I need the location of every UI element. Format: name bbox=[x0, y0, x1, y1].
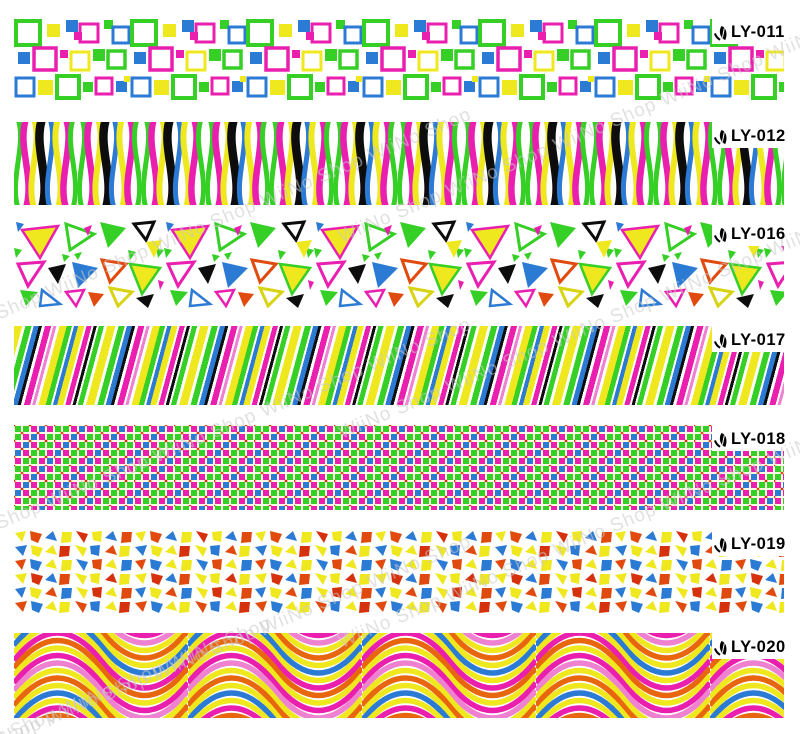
product-code-text: LY-017 bbox=[731, 331, 786, 349]
product-code-ly-019: LY-019 bbox=[714, 535, 786, 554]
product-code-ly-011: LY-011 bbox=[714, 23, 785, 42]
product-code-ly-017: LY-017 bbox=[714, 331, 786, 350]
sticker-strip-ly-020 bbox=[14, 633, 784, 718]
leaf-icon bbox=[714, 640, 727, 656]
sticker-strip-ly-016 bbox=[14, 220, 784, 308]
product-code-ly-020: LY-020 bbox=[714, 638, 786, 657]
sticker-strip-ly-012 bbox=[14, 122, 784, 205]
product-code-text: LY-018 bbox=[731, 430, 786, 448]
diagonal-stripes-pattern bbox=[14, 326, 784, 405]
product-code-ly-016: LY-016 bbox=[714, 225, 786, 244]
leaf-icon bbox=[714, 227, 727, 243]
sticker-strip-ly-011 bbox=[14, 18, 784, 105]
zebra-wave-pattern bbox=[14, 122, 784, 205]
leaf-icon bbox=[714, 432, 727, 448]
leaf-icon bbox=[714, 25, 727, 41]
sticker-strip-ly-019 bbox=[14, 530, 784, 614]
product-code-ly-012: LY-012 bbox=[714, 127, 786, 146]
leaf-icon bbox=[714, 333, 727, 349]
horizontal-waves-pattern bbox=[14, 633, 784, 718]
leaf-icon bbox=[714, 537, 727, 553]
product-code-text: LY-011 bbox=[731, 23, 785, 41]
sticker-strip-ly-018 bbox=[14, 425, 784, 510]
shattered-mosaic-pattern bbox=[14, 530, 784, 614]
squares-pattern bbox=[14, 18, 784, 105]
product-code-text: LY-019 bbox=[731, 535, 786, 553]
product-code-text: LY-016 bbox=[731, 225, 786, 243]
product-code-text: LY-012 bbox=[731, 127, 786, 145]
leaf-icon bbox=[714, 129, 727, 145]
product-code-ly-018: LY-018 bbox=[714, 430, 786, 449]
product-code-text: LY-020 bbox=[731, 638, 786, 656]
triangles-pattern bbox=[14, 220, 784, 308]
mosaic-checks-pattern bbox=[14, 425, 784, 510]
sticker-strip-ly-017 bbox=[14, 326, 784, 405]
